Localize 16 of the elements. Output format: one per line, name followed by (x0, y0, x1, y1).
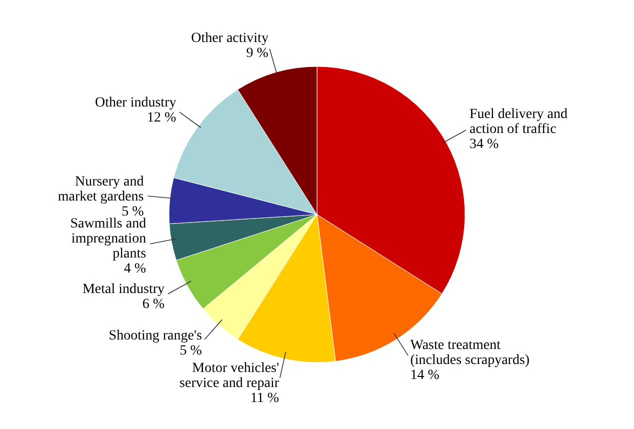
slice-label: Fuel delivery and action of traffic (469, 107, 568, 138)
slice-label: Motor vehicles' service and repair (180, 360, 280, 391)
data-label: 11 % (250, 390, 280, 406)
data-label: 34 % (469, 137, 499, 152)
slice-label: Other industry (94, 96, 176, 111)
slice-label: Metal industry (82, 282, 165, 297)
slice-label: Shooting range's (108, 328, 202, 344)
data-label: 14 % (410, 368, 440, 383)
data-label: 9 % (246, 46, 269, 61)
slice-label: Nursery and market gardens (58, 174, 144, 205)
data-label: 6 % (142, 296, 165, 312)
data-label: 12 % (147, 110, 177, 126)
slice-label: Waste treatment (includes scrapyards) (410, 338, 530, 368)
data-label: 4 % (124, 262, 146, 277)
slice-label: Other activity (191, 30, 268, 46)
data-label: 5 % (180, 344, 202, 359)
